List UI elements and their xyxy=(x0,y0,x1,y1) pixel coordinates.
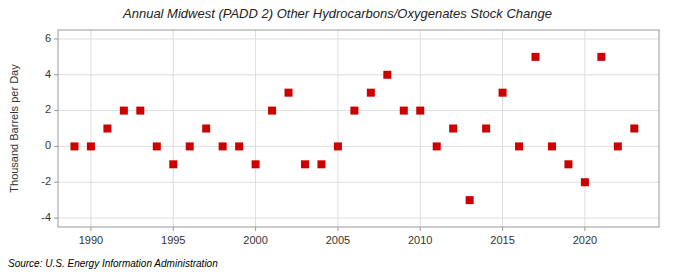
y-tick-label: 2 xyxy=(45,103,51,115)
point xyxy=(597,53,605,61)
x-tick-label: 2000 xyxy=(243,234,267,246)
x-tick xyxy=(90,227,91,231)
title: Annual Midwest (PADD 2) Other Hydrocarbo… xyxy=(122,6,552,21)
x-grid-line xyxy=(502,30,503,227)
point xyxy=(367,89,375,97)
point xyxy=(317,160,325,168)
x-tick xyxy=(173,227,174,231)
x-tick-label: 2010 xyxy=(408,234,432,246)
point xyxy=(202,125,210,133)
plot-frame xyxy=(58,30,659,227)
chart-container: -4 -2 0 2 4 6 1990 1995 2000 2005 2010 2015 2020 Annu… xyxy=(0,0,675,275)
point xyxy=(532,53,540,61)
point xyxy=(334,142,342,150)
point xyxy=(136,107,144,115)
point xyxy=(301,160,309,168)
point xyxy=(433,142,441,150)
point xyxy=(285,89,293,97)
point xyxy=(548,142,556,150)
point xyxy=(350,107,358,115)
point xyxy=(169,160,177,168)
x-grid-line xyxy=(420,30,421,227)
y-tick xyxy=(54,146,58,147)
x-tick-label: 2020 xyxy=(573,234,597,246)
x-tick-label: 1995 xyxy=(161,234,185,246)
y-tick-label: -4 xyxy=(41,211,51,223)
source-note: Source: U.S. Energy Information Administ… xyxy=(8,258,218,269)
point xyxy=(219,142,227,150)
point xyxy=(482,125,490,133)
plot-area xyxy=(58,30,659,227)
x-grid-line xyxy=(337,30,338,227)
x-tick-label: 2005 xyxy=(326,234,350,246)
point xyxy=(449,125,457,133)
y-grid-line xyxy=(58,38,659,39)
grid xyxy=(58,30,659,227)
x-grid-line xyxy=(584,30,585,227)
point xyxy=(252,160,260,168)
point xyxy=(581,178,589,186)
y-grid-line xyxy=(58,110,659,111)
y-tick-label: 6 xyxy=(45,32,51,44)
x-tick xyxy=(584,227,585,231)
x-tick-label: 2015 xyxy=(490,234,514,246)
y-grid-line xyxy=(58,146,659,147)
y-axis-label: Thousand Barrels per Day xyxy=(8,64,20,193)
point xyxy=(153,142,161,150)
x-tick xyxy=(420,227,421,231)
point xyxy=(235,142,243,150)
point xyxy=(186,142,194,150)
point xyxy=(268,107,276,115)
point xyxy=(614,142,622,150)
point xyxy=(416,107,424,115)
y-grid-line xyxy=(58,182,659,183)
x-tick xyxy=(255,227,256,231)
y-tick-label: 0 xyxy=(45,139,51,151)
y-grid-line xyxy=(58,74,659,75)
y-tick xyxy=(54,182,58,183)
point xyxy=(87,142,95,150)
point xyxy=(564,160,572,168)
y-tick xyxy=(54,218,58,219)
x-grid-line xyxy=(255,30,256,227)
ticks: -4 -2 0 2 4 6 1990 1995 2000 2005 2010 2015 2020 xyxy=(41,32,597,246)
point xyxy=(120,107,128,115)
point xyxy=(70,142,78,150)
point xyxy=(499,89,507,97)
y-tick-label: -2 xyxy=(41,175,51,187)
x-tick-label: 1990 xyxy=(79,234,103,246)
y-tick xyxy=(54,110,58,111)
point xyxy=(466,196,474,204)
point xyxy=(103,125,111,133)
x-tick xyxy=(337,227,338,231)
point xyxy=(400,107,408,115)
x-grid-line xyxy=(173,30,174,227)
y-tick xyxy=(54,38,58,39)
y-tick-label: 4 xyxy=(45,68,51,80)
point xyxy=(515,142,523,150)
y-grid-line xyxy=(58,218,659,219)
chart-svg: -4 -2 0 2 4 6 1990 1995 2000 2005 2010 2015 2020 Annu… xyxy=(0,0,675,275)
points xyxy=(70,53,638,204)
x-tick xyxy=(502,227,503,231)
x-grid-line xyxy=(90,30,91,227)
point xyxy=(630,125,638,133)
point xyxy=(383,71,391,79)
y-tick xyxy=(54,74,58,75)
